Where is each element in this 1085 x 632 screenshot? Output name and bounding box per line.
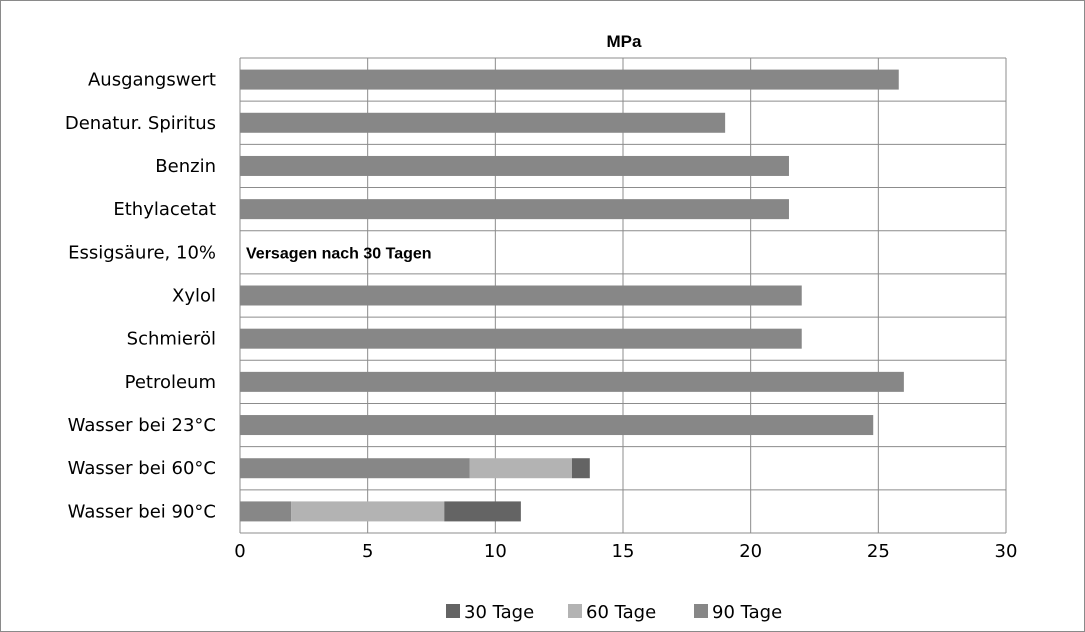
legend-swatch	[568, 604, 582, 618]
category-label: Denatur. Spiritus	[65, 113, 216, 134]
x-tick-label: 30	[995, 541, 1018, 562]
category-label: Petroleum	[125, 372, 216, 393]
annotations: Versagen nach 30 Tagen	[246, 245, 432, 262]
bar-segment	[240, 199, 789, 220]
bar-segment	[240, 458, 470, 479]
bar-segment	[240, 112, 726, 133]
annotation-label: Versagen nach 30 Tagen	[246, 245, 432, 262]
bar-segment	[469, 458, 572, 479]
category-label: Ausgangswert	[88, 70, 216, 91]
category-label: Wasser bei 90°C	[68, 501, 216, 522]
bars	[240, 69, 904, 522]
x-tick-label: 25	[867, 541, 890, 562]
bar-segment	[240, 371, 904, 392]
category-label: Ethylacetat	[113, 199, 216, 220]
category-label: Xylol	[172, 286, 216, 307]
bar-segment	[444, 501, 521, 522]
bar-segment	[240, 69, 899, 90]
bar-segment	[240, 285, 802, 306]
category-label: Schmieröl	[127, 329, 216, 350]
legend-swatch	[446, 604, 460, 618]
legend-label: 90 Tage	[712, 602, 782, 623]
bar-segment	[240, 415, 874, 436]
category-label: Benzin	[155, 156, 216, 177]
legend-label: 60 Tage	[586, 602, 656, 623]
chart-title: MPa	[607, 32, 643, 51]
x-tick-label: 0	[234, 541, 245, 562]
x-tick-label: 10	[484, 541, 507, 562]
x-tick-label: 15	[612, 541, 635, 562]
bar-segment	[291, 501, 445, 522]
bar-segment	[571, 458, 590, 479]
x-tick-labels: 0 5 10 15 20 25 30	[234, 541, 1017, 562]
legend-swatch	[694, 604, 708, 618]
bar-segment	[240, 155, 789, 176]
category-labels: Ausgangswert Denatur. Spiritus Benzin Ethyl…	[65, 70, 216, 523]
category-label: Wasser bei 60°C	[68, 458, 216, 479]
gridlines	[239, 57, 1007, 534]
x-tick-label: 20	[739, 541, 762, 562]
bar-segment	[240, 501, 292, 522]
legend-label: 30 Tage	[464, 602, 534, 623]
legend: 30 Tage 60 Tage 90 Tage	[446, 602, 782, 623]
bar-segment	[240, 328, 802, 349]
x-tick-label: 5	[362, 541, 373, 562]
category-label: Essigsäure, 10%	[68, 242, 216, 263]
category-label: Wasser bei 23°C	[68, 415, 216, 436]
